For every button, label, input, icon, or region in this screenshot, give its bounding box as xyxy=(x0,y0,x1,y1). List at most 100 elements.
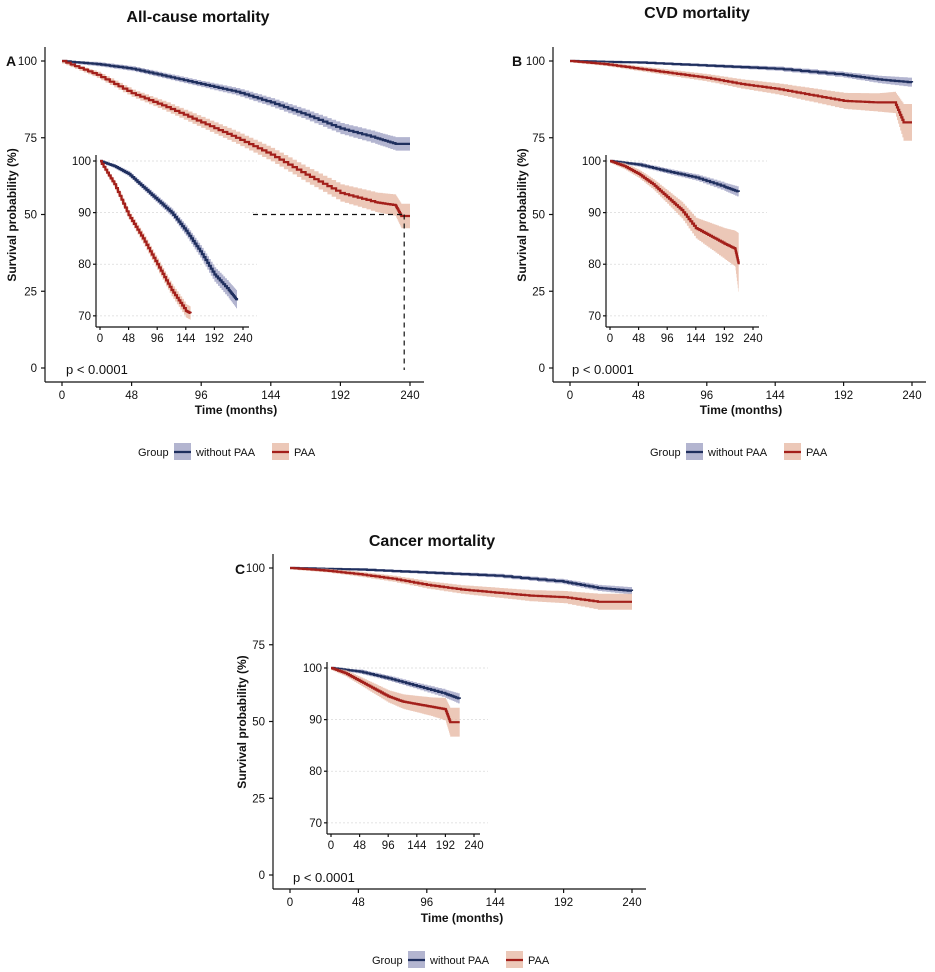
inset-background xyxy=(606,155,763,327)
inset-y-tick-label: 90 xyxy=(78,208,91,220)
y-tick-label: 0 xyxy=(539,363,545,375)
inset-x-tick-label: 0 xyxy=(328,840,334,852)
x-tick-label: 144 xyxy=(486,897,506,909)
p-value: p < 0.0001 xyxy=(572,362,634,377)
legend-label: PAA xyxy=(528,955,550,967)
inset-x-tick-label: 192 xyxy=(715,333,734,345)
inset-plot: 70 80 90 100 0 48 96 144 192 240 xyxy=(303,662,488,852)
without-paa-ci-band xyxy=(62,61,410,151)
legend-title: Group xyxy=(372,955,403,967)
inset-x-tick-label: 144 xyxy=(407,840,427,852)
x-tick-label: 240 xyxy=(902,390,921,402)
inset-y-tick-label: 90 xyxy=(309,715,322,727)
inset-y-tick-label: 80 xyxy=(309,766,322,778)
x-tick-label: 48 xyxy=(352,897,365,909)
x-tick-label: 48 xyxy=(125,390,138,402)
y-tick-label: 100 xyxy=(246,563,265,575)
panel-b: CVD mortality B 0 25 50 75 100 0 48 96 144 192 240 Su… xyxy=(512,5,926,460)
x-axis-title: Time (months) xyxy=(421,911,503,925)
inset-x-tick-label: 96 xyxy=(151,333,164,345)
x-tick-label: 96 xyxy=(700,390,713,402)
panel-title: All-cause mortality xyxy=(126,9,269,26)
inset-y-tick-label: 100 xyxy=(582,156,601,168)
inset-paa-survival-line xyxy=(331,666,460,724)
y-tick-label: 25 xyxy=(532,286,545,298)
legend-label: without PAA xyxy=(707,447,768,459)
y-tick-label: 75 xyxy=(252,640,265,652)
inset-paa-ci-band xyxy=(610,161,739,296)
panel-letter: A xyxy=(6,53,16,69)
x-tick-label: 192 xyxy=(331,390,350,402)
panel-a: All-cause mortality A 0 25 50 75 100 0 48 96 144 19… xyxy=(5,9,424,460)
inset-x-tick-label: 240 xyxy=(464,840,483,852)
inset-x-tick-label: 48 xyxy=(353,840,366,852)
x-tick-label: 96 xyxy=(420,897,433,909)
inset-without-paa-survival-line xyxy=(331,666,461,700)
without-paa-survival-line xyxy=(62,59,410,145)
inset-y-tick-label: 100 xyxy=(303,663,322,675)
p-value: p < 0.0001 xyxy=(293,870,355,885)
legend-label: without PAA xyxy=(195,447,256,459)
inset-y-tick-label: 70 xyxy=(78,311,91,323)
y-tick-label: 75 xyxy=(24,133,37,145)
y-tick-label: 100 xyxy=(526,56,545,68)
paa-ci-band xyxy=(62,61,410,229)
inset-x-tick-label: 96 xyxy=(661,333,674,345)
x-tick-label: 0 xyxy=(59,390,65,402)
inset-paa-survival-line xyxy=(610,159,740,265)
legend-title: Group xyxy=(138,447,169,459)
inset-y-tick-label: 80 xyxy=(78,259,91,271)
x-tick-label: 192 xyxy=(834,390,853,402)
inset-y-tick-label: 100 xyxy=(72,156,91,168)
without-paa-survival-line xyxy=(570,59,914,84)
inset-x-tick-label: 240 xyxy=(233,333,252,345)
y-tick-label: 0 xyxy=(31,363,37,375)
y-axis-title: Survival probability (%) xyxy=(5,148,19,281)
inset-x-tick-label: 0 xyxy=(97,333,103,345)
panel-letter: B xyxy=(512,53,522,69)
inset-paa-ci-band xyxy=(331,668,460,737)
inset-x-tick-label: 96 xyxy=(382,840,395,852)
panel-title: Cancer mortality xyxy=(369,533,495,550)
inset-x-tick-label: 48 xyxy=(632,333,645,345)
legend: Group without PAA PAA xyxy=(138,443,316,460)
p-value: p < 0.0001 xyxy=(66,362,128,377)
legend-label: without PAA xyxy=(429,955,490,967)
inset-paa-survival-line xyxy=(100,159,192,314)
y-axis-title: Survival probability (%) xyxy=(235,655,249,788)
y-tick-label: 0 xyxy=(259,870,265,882)
panel-title: CVD mortality xyxy=(644,5,750,22)
inset-x-tick-label: 144 xyxy=(176,333,196,345)
inset-y-tick-label: 90 xyxy=(588,208,601,220)
legend-label: PAA xyxy=(294,447,316,459)
y-tick-label: 50 xyxy=(252,717,265,729)
x-tick-label: 0 xyxy=(567,390,573,402)
y-tick-label: 25 xyxy=(24,286,37,298)
panel-letter: C xyxy=(235,561,245,577)
x-tick-label: 0 xyxy=(287,897,293,909)
inset-without-paa-ci-band xyxy=(610,161,739,198)
paa-survival-line xyxy=(62,59,410,218)
x-tick-label: 144 xyxy=(766,390,786,402)
inset-y-tick-label: 80 xyxy=(588,259,601,271)
inset-x-tick-label: 240 xyxy=(743,333,762,345)
inset-plot: 70 80 90 100 0 48 96 144 192 240 xyxy=(72,155,257,345)
y-tick-label: 75 xyxy=(532,133,545,145)
panel-c: Cancer mortality C 0 25 50 75 100 0 48 96 144 192 24… xyxy=(235,533,646,968)
inset-x-tick-label: 192 xyxy=(436,840,455,852)
y-tick-label: 50 xyxy=(532,210,545,222)
legend-label: PAA xyxy=(806,447,828,459)
legend: Group without PAA PAA xyxy=(372,951,550,968)
x-tick-label: 240 xyxy=(400,390,419,402)
x-tick-label: 192 xyxy=(554,897,573,909)
y-tick-label: 50 xyxy=(24,210,37,222)
y-axis-title: Survival probability (%) xyxy=(515,148,529,281)
x-tick-label: 240 xyxy=(622,897,641,909)
inset-x-tick-label: 48 xyxy=(122,333,135,345)
inset-background xyxy=(96,155,253,327)
x-axis-title: Time (months) xyxy=(195,403,277,417)
x-tick-label: 144 xyxy=(261,390,281,402)
inset-without-paa-survival-line xyxy=(100,159,239,301)
paa-survival-line xyxy=(570,59,912,124)
inset-x-tick-label: 192 xyxy=(205,333,224,345)
